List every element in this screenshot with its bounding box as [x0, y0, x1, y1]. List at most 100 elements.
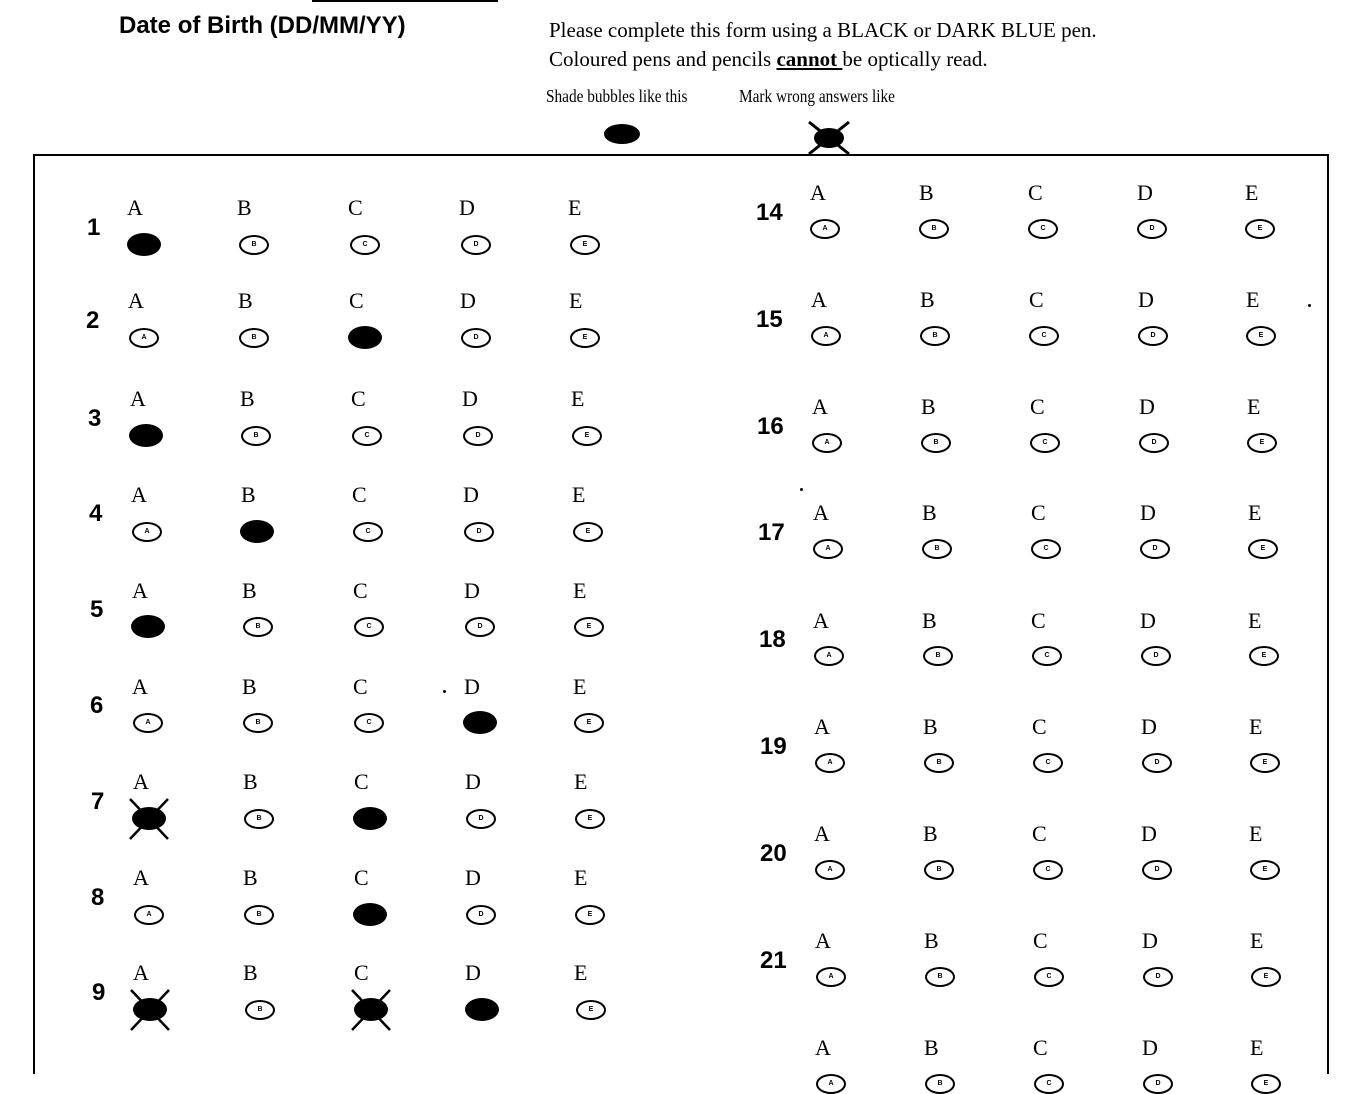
answer-bubble-a[interactable]: A	[814, 646, 844, 666]
answer-bubble-b[interactable]: B	[924, 753, 954, 773]
answer-bubble-b[interactable]: B	[244, 809, 274, 829]
answer-bubble-e[interactable]: E	[1251, 967, 1281, 987]
answer-bubble-a[interactable]: A	[131, 615, 165, 638]
answer-bubble-c[interactable]: C	[353, 903, 387, 926]
answer-bubble-a[interactable]: A	[133, 713, 163, 733]
answer-bubble-c[interactable]: C	[1033, 860, 1063, 880]
answer-bubble-a[interactable]: A	[811, 326, 841, 346]
answer-bubble-b[interactable]: B	[244, 905, 274, 925]
answer-bubble-a[interactable]: A	[816, 1074, 846, 1094]
question-number: 5	[90, 596, 104, 623]
option-label-c: C	[353, 674, 368, 699]
option-label-e: E	[1248, 608, 1262, 633]
answer-bubble-a[interactable]: A	[132, 522, 162, 542]
answer-bubble-d[interactable]: D	[463, 426, 493, 446]
answer-bubble-e[interactable]: E	[1247, 433, 1277, 453]
answer-bubble-a[interactable]: A	[813, 539, 843, 559]
answer-bubble-a[interactable]: A	[812, 433, 842, 453]
question-number: 18	[759, 626, 786, 653]
answer-bubble-b[interactable]: B	[922, 539, 952, 559]
answer-bubble-e[interactable]: E	[576, 1000, 606, 1020]
answer-bubble-d[interactable]: D	[1140, 539, 1170, 559]
answer-bubble-c[interactable]: C	[354, 998, 388, 1021]
answer-bubble-e[interactable]: E	[570, 235, 600, 255]
option-label-a: A	[128, 288, 144, 313]
answer-bubble-e[interactable]: E	[574, 713, 604, 733]
answer-bubble-c[interactable]: C	[352, 426, 382, 446]
answer-bubble-c[interactable]: C	[354, 713, 384, 733]
answer-bubble-d[interactable]: D	[1141, 646, 1171, 666]
answer-bubble-b[interactable]: B	[924, 860, 954, 880]
answer-bubble-d[interactable]: D	[464, 522, 494, 542]
answer-bubble-b[interactable]: B	[239, 328, 269, 348]
answer-bubble-e[interactable]: E	[570, 328, 600, 348]
answer-bubble-c[interactable]: C	[1033, 753, 1063, 773]
answer-bubble-a[interactable]: A	[134, 905, 164, 925]
answer-bubble-c[interactable]: C	[354, 617, 384, 637]
option-label-e: E	[574, 769, 588, 794]
wrong-legend-label: Mark wrong answers like	[739, 86, 895, 106]
answer-bubble-c[interactable]: C	[1028, 219, 1058, 239]
answer-bubble-e[interactable]: E	[575, 905, 605, 925]
option-label-c: C	[1030, 394, 1045, 419]
answer-bubble-c[interactable]: C	[1032, 646, 1062, 666]
answer-bubble-c[interactable]: C	[350, 235, 380, 255]
answer-bubble-d[interactable]: D	[463, 711, 497, 734]
answer-bubble-c[interactable]: C	[1034, 1074, 1064, 1094]
answer-bubble-b[interactable]: B	[245, 1000, 275, 1020]
answer-bubble-b[interactable]: B	[240, 520, 274, 543]
answer-bubble-c[interactable]: C	[353, 522, 383, 542]
answer-bubble-d[interactable]: D	[1142, 753, 1172, 773]
answer-bubble-c[interactable]: C	[353, 807, 387, 830]
answer-bubble-d[interactable]: D	[1143, 967, 1173, 987]
answer-bubble-a[interactable]: A	[816, 967, 846, 987]
answer-bubble-b[interactable]: B	[923, 646, 953, 666]
answer-bubble-c[interactable]: C	[1034, 967, 1064, 987]
answer-bubble-c[interactable]: C	[1031, 539, 1061, 559]
answer-bubble-e[interactable]: E	[1249, 646, 1279, 666]
answer-bubble-b[interactable]: B	[920, 326, 950, 346]
answer-bubble-b[interactable]: B	[925, 967, 955, 987]
answer-bubble-c[interactable]: C	[1029, 326, 1059, 346]
answer-bubble-a[interactable]: A	[810, 219, 840, 239]
answer-bubble-d[interactable]: D	[1143, 1074, 1173, 1094]
answer-bubble-b[interactable]: B	[241, 426, 271, 446]
answer-bubble-d[interactable]: D	[461, 235, 491, 255]
answer-bubble-d[interactable]: D	[461, 328, 491, 348]
answer-bubble-b[interactable]: B	[919, 219, 949, 239]
answer-bubble-e[interactable]: E	[1248, 539, 1278, 559]
answer-bubble-d[interactable]: D	[1138, 326, 1168, 346]
answer-bubble-a[interactable]: A	[815, 753, 845, 773]
answer-bubble-e[interactable]: E	[1250, 860, 1280, 880]
option-label-b: B	[241, 482, 256, 507]
answer-bubble-d[interactable]: D	[1137, 219, 1167, 239]
answer-bubble-e[interactable]: E	[575, 809, 605, 829]
answer-bubble-a[interactable]: A	[129, 328, 159, 348]
answer-bubble-e[interactable]: E	[1246, 326, 1276, 346]
answer-bubble-c[interactable]: C	[348, 326, 382, 349]
answer-bubble-d[interactable]: D	[1139, 433, 1169, 453]
answer-bubble-e[interactable]: E	[1250, 753, 1280, 773]
answer-bubble-b[interactable]: B	[921, 433, 951, 453]
answer-bubble-c[interactable]: C	[1030, 433, 1060, 453]
answer-bubble-d[interactable]: D	[1142, 860, 1172, 880]
answer-bubble-b[interactable]: B	[243, 617, 273, 637]
instruction-emphasis: cannot	[776, 47, 843, 71]
answer-bubble-d[interactable]: D	[466, 809, 496, 829]
answer-bubble-a[interactable]: A	[127, 233, 161, 256]
answer-bubble-b[interactable]: B	[239, 235, 269, 255]
answer-bubble-a[interactable]: A	[132, 807, 166, 830]
answer-bubble-e[interactable]: E	[1251, 1074, 1281, 1094]
answer-bubble-d[interactable]: D	[466, 905, 496, 925]
answer-bubble-d[interactable]: D	[465, 998, 499, 1021]
answer-bubble-d[interactable]: D	[465, 617, 495, 637]
answer-bubble-e[interactable]: E	[573, 522, 603, 542]
answer-bubble-e[interactable]: E	[574, 617, 604, 637]
answer-bubble-a[interactable]: A	[133, 998, 167, 1021]
answer-bubble-e[interactable]: E	[572, 426, 602, 446]
answer-bubble-b[interactable]: B	[925, 1074, 955, 1094]
answer-bubble-a[interactable]: A	[129, 424, 163, 447]
answer-bubble-e[interactable]: E	[1245, 219, 1275, 239]
answer-bubble-a[interactable]: A	[815, 860, 845, 880]
answer-bubble-b[interactable]: B	[243, 713, 273, 733]
